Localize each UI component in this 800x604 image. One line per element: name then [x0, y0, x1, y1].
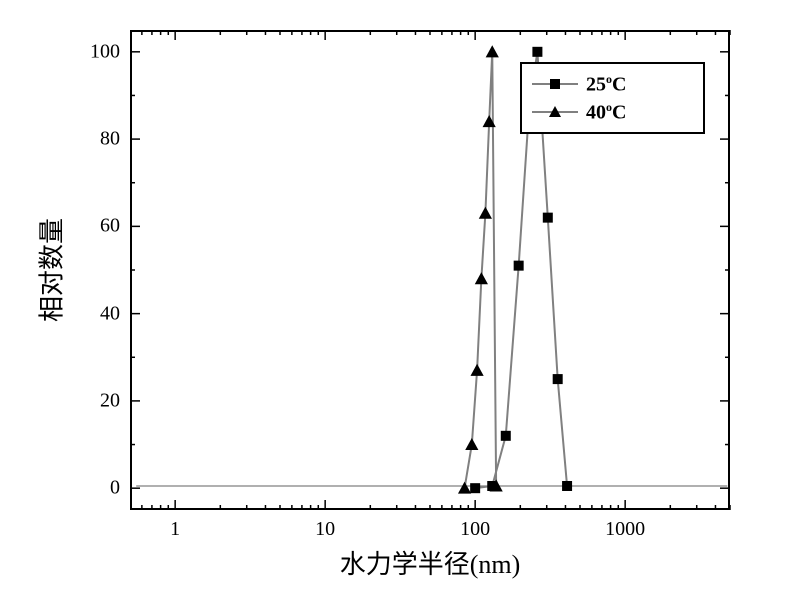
y-tick-label: 100: [90, 40, 120, 63]
legend-label: 25oC: [586, 72, 626, 97]
legend-label: 40oC: [586, 100, 626, 125]
legend-swatch: [532, 98, 578, 126]
x-tick-label: 1: [170, 518, 180, 541]
legend-item: 25oC: [532, 70, 693, 98]
x-tick-label: 1000: [605, 518, 645, 541]
x-axis-label: 水力学半径(nm): [340, 544, 521, 581]
legend: 25oC 40oC: [520, 62, 705, 134]
y-axis-label: 相对数量: [32, 218, 69, 322]
x-tick-label: 10: [315, 518, 335, 541]
y-tick-label: 60: [100, 215, 120, 238]
y-tick-label: 40: [100, 302, 120, 325]
x-tick-label: 100: [460, 518, 490, 541]
chart-figure: 相对数量 水力学半径(nm) 25oC 40oC 1 10 100 1000 0 20 40 6…: [0, 0, 800, 604]
y-tick-label: 0: [110, 477, 120, 500]
legend-item: 40oC: [532, 98, 693, 126]
y-tick-label: 80: [100, 128, 120, 151]
y-tick-label: 20: [100, 389, 120, 412]
legend-swatch: [532, 70, 578, 98]
